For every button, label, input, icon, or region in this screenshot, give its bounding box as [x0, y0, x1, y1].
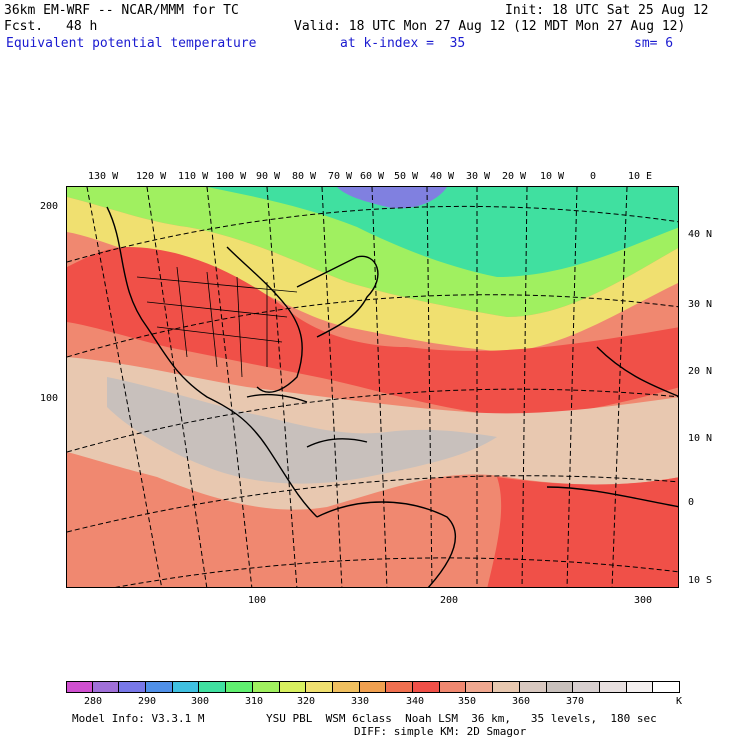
legend-label: 350	[458, 696, 477, 707]
coastlines	[106, 206, 678, 587]
legend-label: 340	[406, 696, 425, 707]
legend-label: 310	[245, 696, 264, 707]
legend-label: 330	[351, 696, 370, 707]
legend-label: 300	[191, 696, 210, 707]
field-name: Equivalent potential temperature	[6, 36, 257, 51]
latitude-label: 10 N	[688, 433, 713, 444]
longitude-label: 10 E	[628, 171, 653, 182]
legend-swatch	[386, 681, 414, 693]
longitude-label: 70 W	[328, 171, 353, 182]
physics-line-2: DIFF: simple KM: 2D Smagor	[354, 725, 527, 738]
legend-label: 370	[566, 696, 585, 707]
longitude-label: 120 W	[136, 171, 167, 182]
latitude-label: 0	[688, 497, 695, 508]
init-time: Init: 18 UTC Sat 25 Aug 12	[505, 3, 709, 18]
grid-y-label: 100	[40, 393, 59, 404]
legend-unit: K	[676, 696, 683, 707]
grid-x-label: 100	[248, 595, 267, 606]
legend-label: 320	[297, 696, 316, 707]
map-canvas	[67, 187, 678, 587]
legend-swatch	[119, 681, 147, 693]
legend-swatch	[493, 681, 520, 693]
smoothing: sm= 6	[634, 36, 674, 51]
legend-swatch	[146, 681, 173, 693]
mild-band	[67, 197, 678, 352]
legend-swatch	[92, 681, 120, 693]
latitude-label: 40 N	[688, 229, 713, 240]
level-index: at k-index = 35	[340, 36, 466, 51]
legend-label: 360	[512, 696, 531, 707]
legend-swatch	[519, 681, 547, 693]
longitude-label: 0	[590, 171, 597, 182]
legend-label: 280	[84, 696, 103, 707]
south-hot	[487, 477, 678, 587]
theta-e-map	[66, 186, 679, 588]
model-info: Model Info: V3.3.1 M	[72, 712, 205, 725]
legend-swatch	[599, 681, 627, 693]
south-salmon	[187, 507, 407, 587]
legend-swatch	[466, 681, 494, 693]
legend-swatch	[413, 681, 440, 693]
legend-swatch	[66, 681, 93, 693]
grid-x-label: 200	[440, 595, 459, 606]
longitude-label: 10 W	[540, 171, 565, 182]
legend-swatch	[573, 681, 600, 693]
legend-swatch	[546, 681, 574, 693]
legend-label: 290	[138, 696, 157, 707]
physics-line-1: YSU PBL WSM 6class Noah LSM 36 km, 35 le…	[266, 712, 657, 725]
hot-region	[67, 247, 678, 417]
legend-frame	[66, 681, 680, 693]
purple-patch	[337, 187, 447, 209]
longitude-label: 100 W	[216, 171, 247, 182]
legend-swatch	[306, 681, 333, 693]
forecast-label: Fcst.	[4, 19, 44, 34]
latitude-label: 30 N	[688, 299, 713, 310]
forecast-hour: 48 h	[66, 19, 98, 34]
grid-y-label: 200	[40, 201, 59, 212]
longitude-label: 20 W	[502, 171, 527, 182]
legend-swatch	[172, 681, 200, 693]
gray-region	[107, 377, 497, 484]
longitude-label: 30 W	[466, 171, 491, 182]
longitude-label: 130 W	[88, 171, 119, 182]
latitude-label: 20 N	[688, 366, 713, 377]
legend-swatch	[279, 681, 307, 693]
grid-x-label: 300	[634, 595, 653, 606]
legend-swatch	[359, 681, 387, 693]
latitude-label: 10 S	[688, 575, 713, 586]
graticule	[67, 187, 678, 587]
legend-swatch	[252, 681, 280, 693]
longitude-label: 90 W	[256, 171, 281, 182]
longitude-label: 50 W	[394, 171, 419, 182]
legend-swatch	[332, 681, 360, 693]
legend-swatch	[226, 681, 253, 693]
model-title: 36km EM-WRF -- NCAR/MMM for TC	[4, 3, 239, 18]
political-boundaries	[136, 266, 298, 378]
longitude-label: 40 W	[430, 171, 455, 182]
longitude-label: 80 W	[292, 171, 317, 182]
valid-time: Valid: 18 UTC Mon 27 Aug 12 (12 MDT Mon …	[294, 19, 686, 34]
longitude-label: 60 W	[360, 171, 385, 182]
legend-swatch	[626, 681, 654, 693]
legend-swatch	[199, 681, 227, 693]
legend-swatch	[439, 681, 467, 693]
longitude-label: 110 W	[178, 171, 209, 182]
